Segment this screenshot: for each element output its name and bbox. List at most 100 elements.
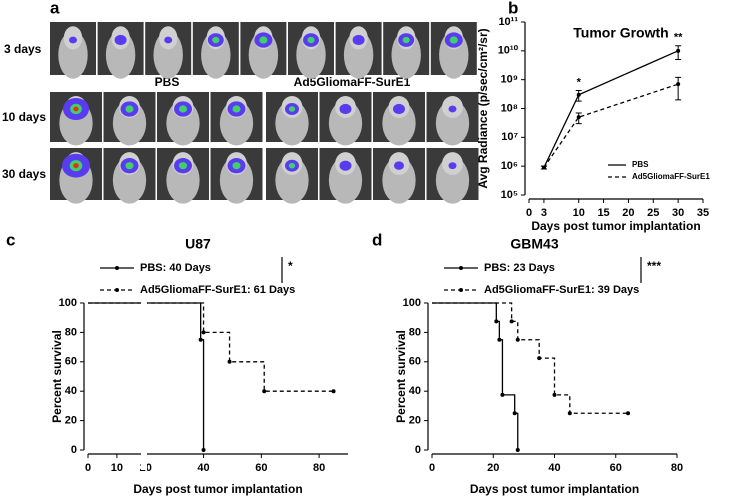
panel-label: a — [50, 0, 60, 17]
axis-break — [141, 293, 147, 470]
chart-title: U87 — [185, 236, 211, 252]
signal-core — [178, 105, 188, 113]
y-tick-label: 100 — [59, 297, 77, 309]
x-tick-label: 80 — [313, 462, 325, 474]
signal-core — [212, 36, 220, 44]
x-tick-label: 10 — [573, 207, 585, 219]
legend-label: PBS: 23 Days — [484, 262, 555, 274]
legend-marker — [459, 266, 463, 270]
data-point — [515, 337, 520, 342]
signal — [114, 34, 127, 46]
data-point — [515, 448, 520, 452]
data-point — [676, 82, 681, 87]
x-tick-label: 0 — [429, 462, 435, 474]
y-tick-label: 80 — [409, 326, 421, 338]
data-point — [331, 389, 336, 394]
signal-core — [449, 36, 458, 44]
y-axis-title: Percent survival — [50, 330, 64, 423]
data-point — [541, 165, 546, 170]
significance-annotation: * — [577, 76, 582, 88]
data-point — [201, 330, 206, 335]
x-tick-label: 30 — [672, 207, 684, 219]
legend-marker — [459, 288, 463, 292]
legend-label: PBS: 40 Days — [140, 262, 211, 274]
data-point — [500, 392, 505, 397]
x-tick-label: 10 — [111, 462, 123, 474]
row-label: 10 days — [2, 110, 46, 124]
significance-label: * — [288, 259, 293, 273]
data-point — [262, 389, 267, 394]
legend-label: Ad5GliomaFF-SurE1: 61 Days — [140, 284, 295, 296]
significance-annotation: ** — [674, 32, 683, 44]
row-label: 3 days — [4, 42, 42, 56]
signal — [394, 161, 404, 170]
legend-label: Ad5GliomaFF-SurE1 — [632, 172, 710, 181]
x-tick-label: 15 — [597, 207, 609, 219]
y-tick-label: 10⁷ — [501, 131, 518, 143]
y-tick-label: 40 — [65, 385, 77, 397]
y-tick-label: 10¹⁰ — [498, 45, 519, 57]
y-tick-label: 60 — [65, 356, 77, 368]
x-tick-label: 80 — [671, 462, 683, 474]
data-point — [676, 48, 681, 53]
y-tick-label: 20 — [409, 415, 421, 427]
data-point — [626, 411, 630, 416]
signal — [448, 105, 457, 113]
y-tick-label: 10⁸ — [501, 102, 518, 114]
imaging-panel: 3 days 10 days 30 days PBS Ad5GliomaFF-S… — [2, 22, 479, 204]
signal — [339, 103, 352, 115]
data-point — [509, 319, 514, 324]
chart-title: Tumor Growth — [573, 25, 668, 41]
signal-core — [288, 162, 296, 169]
legend-marker — [115, 266, 119, 270]
data-point — [497, 337, 502, 342]
chart: 10⁵ 10⁶ 10⁷ 10⁸ 10⁹ 10¹⁰ 10¹¹ 0 3 10 15 20 25 30 35Day… — [476, 16, 710, 233]
chart-title: GBM43 — [510, 236, 558, 252]
y-tick-label: 40 — [409, 385, 421, 397]
y-tick-label: 20 — [65, 415, 77, 427]
y-axis-title: Percent survival — [394, 330, 408, 423]
y-tick-label: 10¹¹ — [498, 16, 518, 28]
signal — [448, 162, 457, 170]
legend-marker — [115, 288, 119, 292]
y-tick-label: 0 — [415, 444, 421, 456]
legend-label: PBS — [632, 160, 649, 169]
x-tick-label: 35 — [697, 207, 709, 219]
signal-core — [178, 162, 188, 170]
x-tick-label: 40 — [548, 462, 560, 474]
data-point — [537, 356, 542, 361]
data-point — [201, 448, 206, 452]
signal-peak — [73, 163, 79, 169]
x-tick-label: 0 — [85, 462, 91, 474]
signal — [69, 36, 77, 44]
signal-core — [307, 36, 315, 44]
x-tick-label: 20 — [622, 207, 634, 219]
x-tick-label: 0 — [526, 207, 532, 219]
data-point — [567, 411, 572, 416]
signal-core — [402, 36, 410, 44]
y-tick-label: 0 — [71, 444, 77, 456]
signal-peak — [73, 106, 79, 112]
signal-core — [232, 162, 241, 170]
legend-label: Ad5GliomaFF-SurE1: 39 Days — [484, 284, 639, 296]
signal-core — [232, 105, 241, 113]
signal-core — [125, 105, 134, 113]
x-tick-label: 25 — [647, 207, 659, 219]
signal — [352, 34, 365, 46]
row-label: 30 days — [2, 167, 46, 181]
signal — [339, 160, 352, 171]
data-point — [198, 337, 203, 342]
panel-label: b — [508, 0, 518, 17]
panel-label: c — [6, 230, 15, 249]
group-label: PBS — [155, 75, 180, 89]
signal — [393, 103, 405, 115]
signal-core — [259, 36, 268, 44]
y-tick-label: 10⁵ — [501, 189, 518, 201]
data-point — [494, 319, 499, 324]
chart: 0 20 40 60 80 100 0 20 40 60 80 Days post tumor imp… — [394, 236, 683, 496]
error-bar — [675, 76, 682, 101]
x-tick-label: 3 — [541, 207, 547, 219]
signal-core — [288, 106, 296, 112]
series-line — [88, 302, 334, 392]
